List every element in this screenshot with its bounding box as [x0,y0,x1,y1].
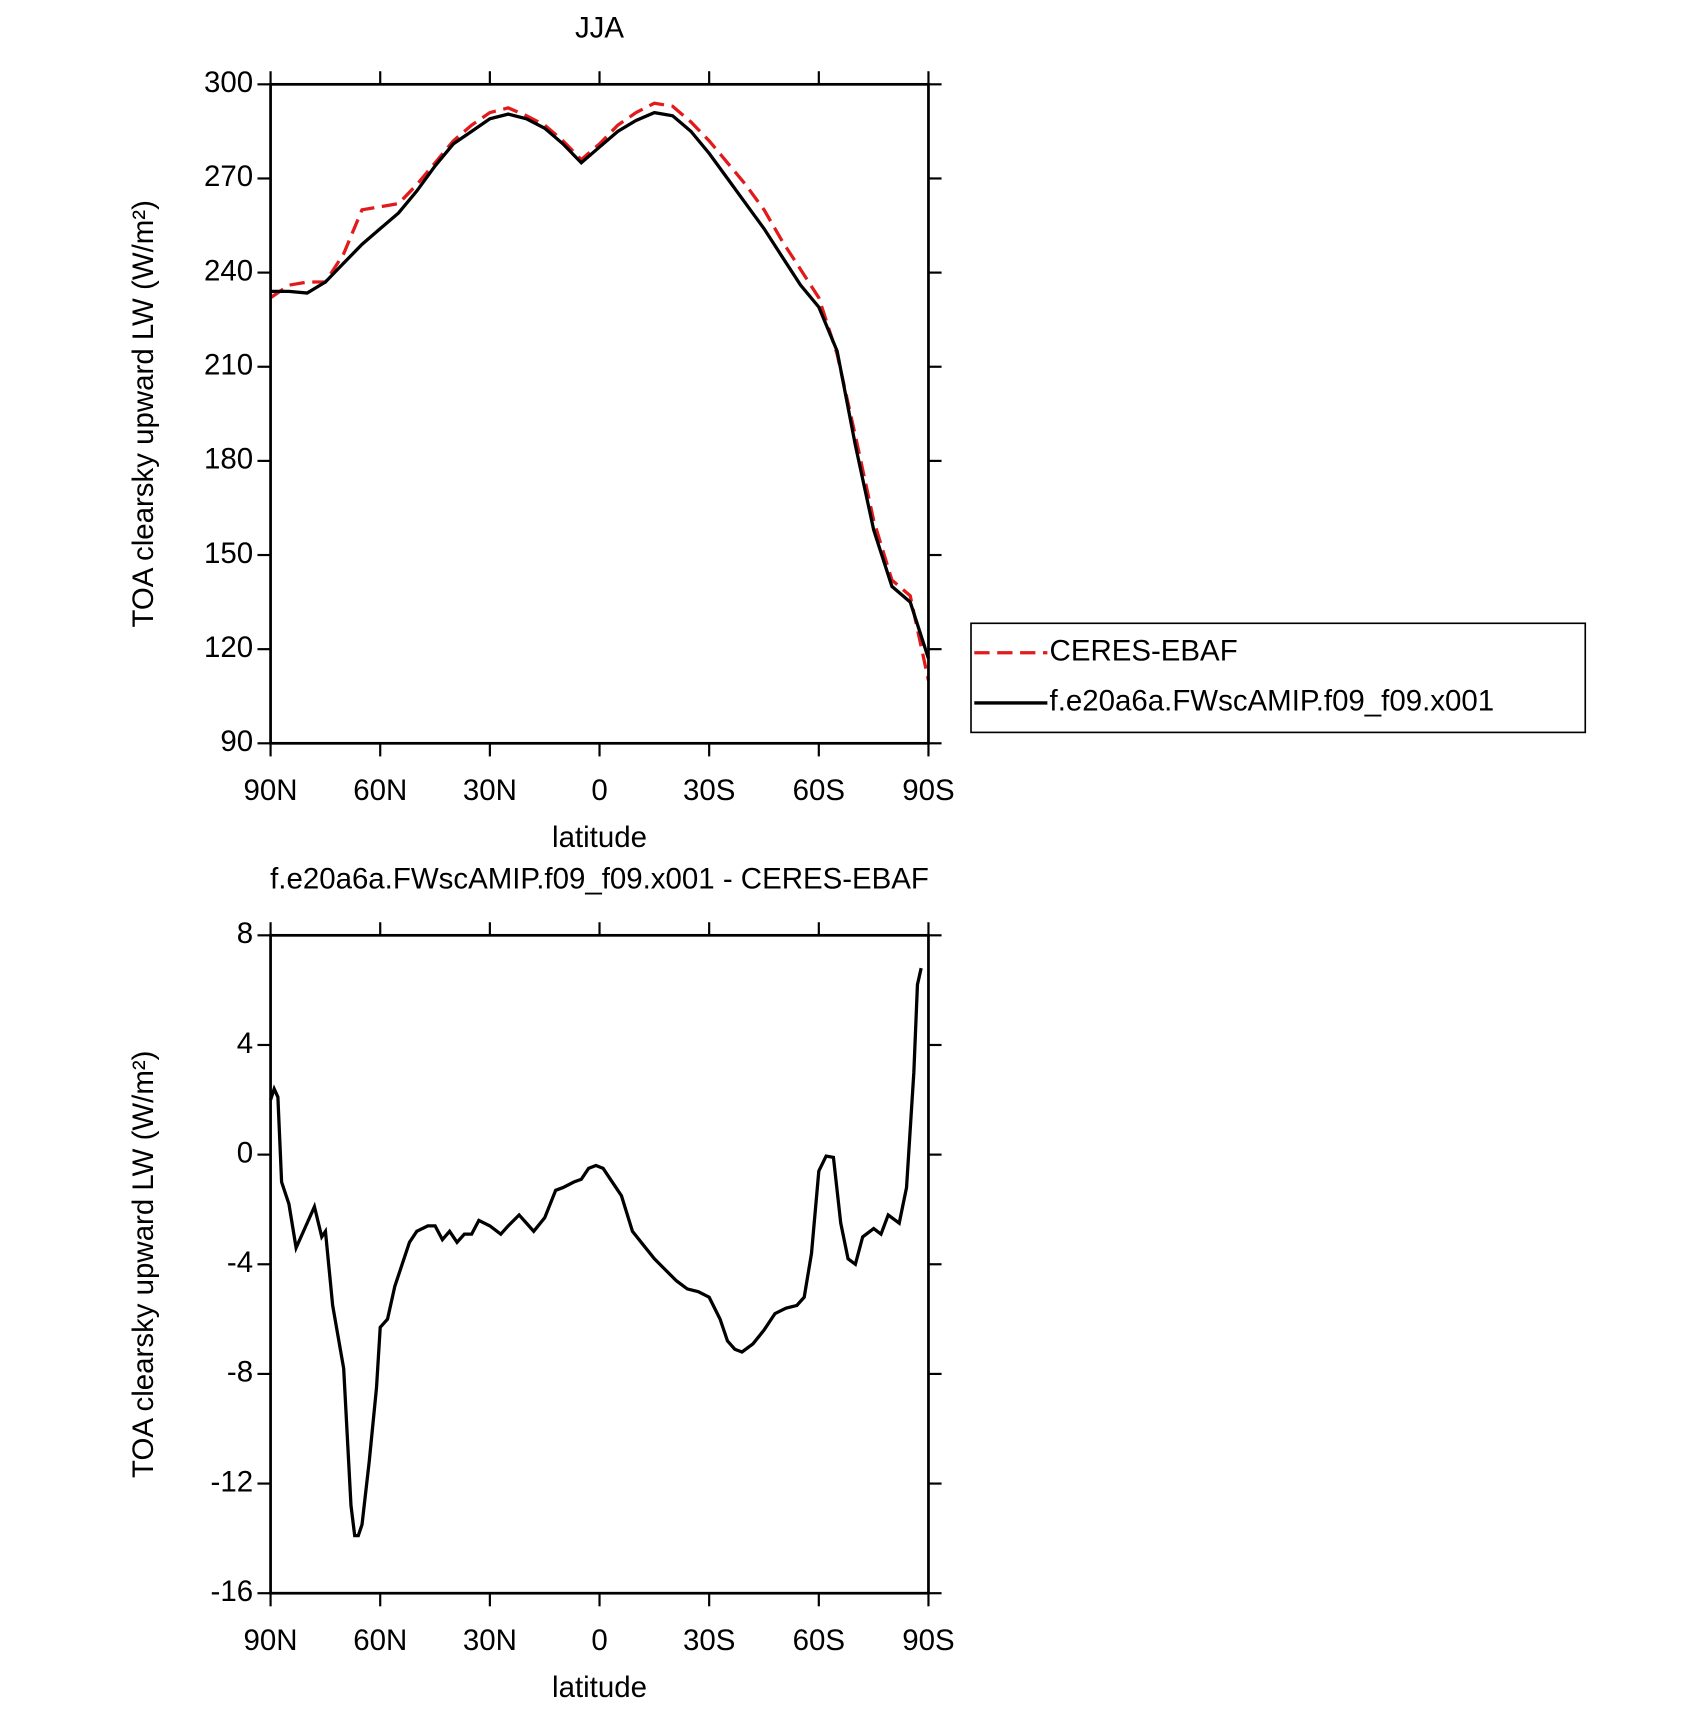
y-tick-label: 240 [204,254,253,287]
x-axis-label: latitude [552,821,647,854]
plot-frame [269,933,930,1595]
y-tick-label: 0 [237,1136,253,1169]
x-tick-label: 30S [683,774,735,807]
y-tick-label: 90 [220,725,253,758]
x-tick-label: 90N [244,1624,298,1657]
y-tick-label: 120 [204,631,253,664]
x-tick-label: 0 [591,1624,607,1657]
data-line [269,101,931,681]
y-tick-label: -12 [211,1465,254,1498]
y-tick-label: 8 [237,917,253,950]
x-tick-label: 60N [353,1624,407,1657]
y-tick-label: -4 [227,1246,253,1279]
y-tick-label: 300 [204,66,253,99]
y-tick-label: 270 [204,160,253,193]
x-tick-label: 30S [683,1624,735,1657]
x-tick-label: 90S [902,774,954,807]
y-tick-label: -8 [227,1356,253,1389]
x-axis-label: latitude [552,1671,647,1704]
chart-title: JJA [575,12,624,45]
x-tick-label: 60S [793,1624,845,1657]
y-tick-label: 210 [204,349,253,382]
legend-label: CERES-EBAF [1050,635,1238,668]
x-tick-label: 60N [353,774,407,807]
x-tick-label: 30N [463,774,517,807]
x-tick-label: 90S [902,1624,954,1657]
y-tick-label: 4 [237,1027,253,1060]
y-tick-label: 180 [204,443,253,476]
legend-box [970,622,1587,734]
legend-label: f.e20a6a.FWscAMIP.f09_f09.x001 [1050,685,1495,718]
y-axis-label: TOA clearsky upward LW (W/m²) [127,1051,160,1478]
data-line [269,967,923,1538]
x-tick-label: 30N [463,1624,517,1657]
x-tick-label: 0 [591,774,607,807]
chart-title: f.e20a6a.FWscAMIP.f09_f09.x001 - CERES-E… [270,863,929,896]
y-tick-label: 150 [204,537,253,570]
x-tick-label: 60S [793,774,845,807]
y-axis-label: TOA clearsky upward LW (W/m²) [127,200,160,627]
y-tick-label: -16 [211,1575,254,1608]
plot-frame [269,82,930,745]
data-line [270,110,931,660]
x-tick-label: 90N [244,774,298,807]
